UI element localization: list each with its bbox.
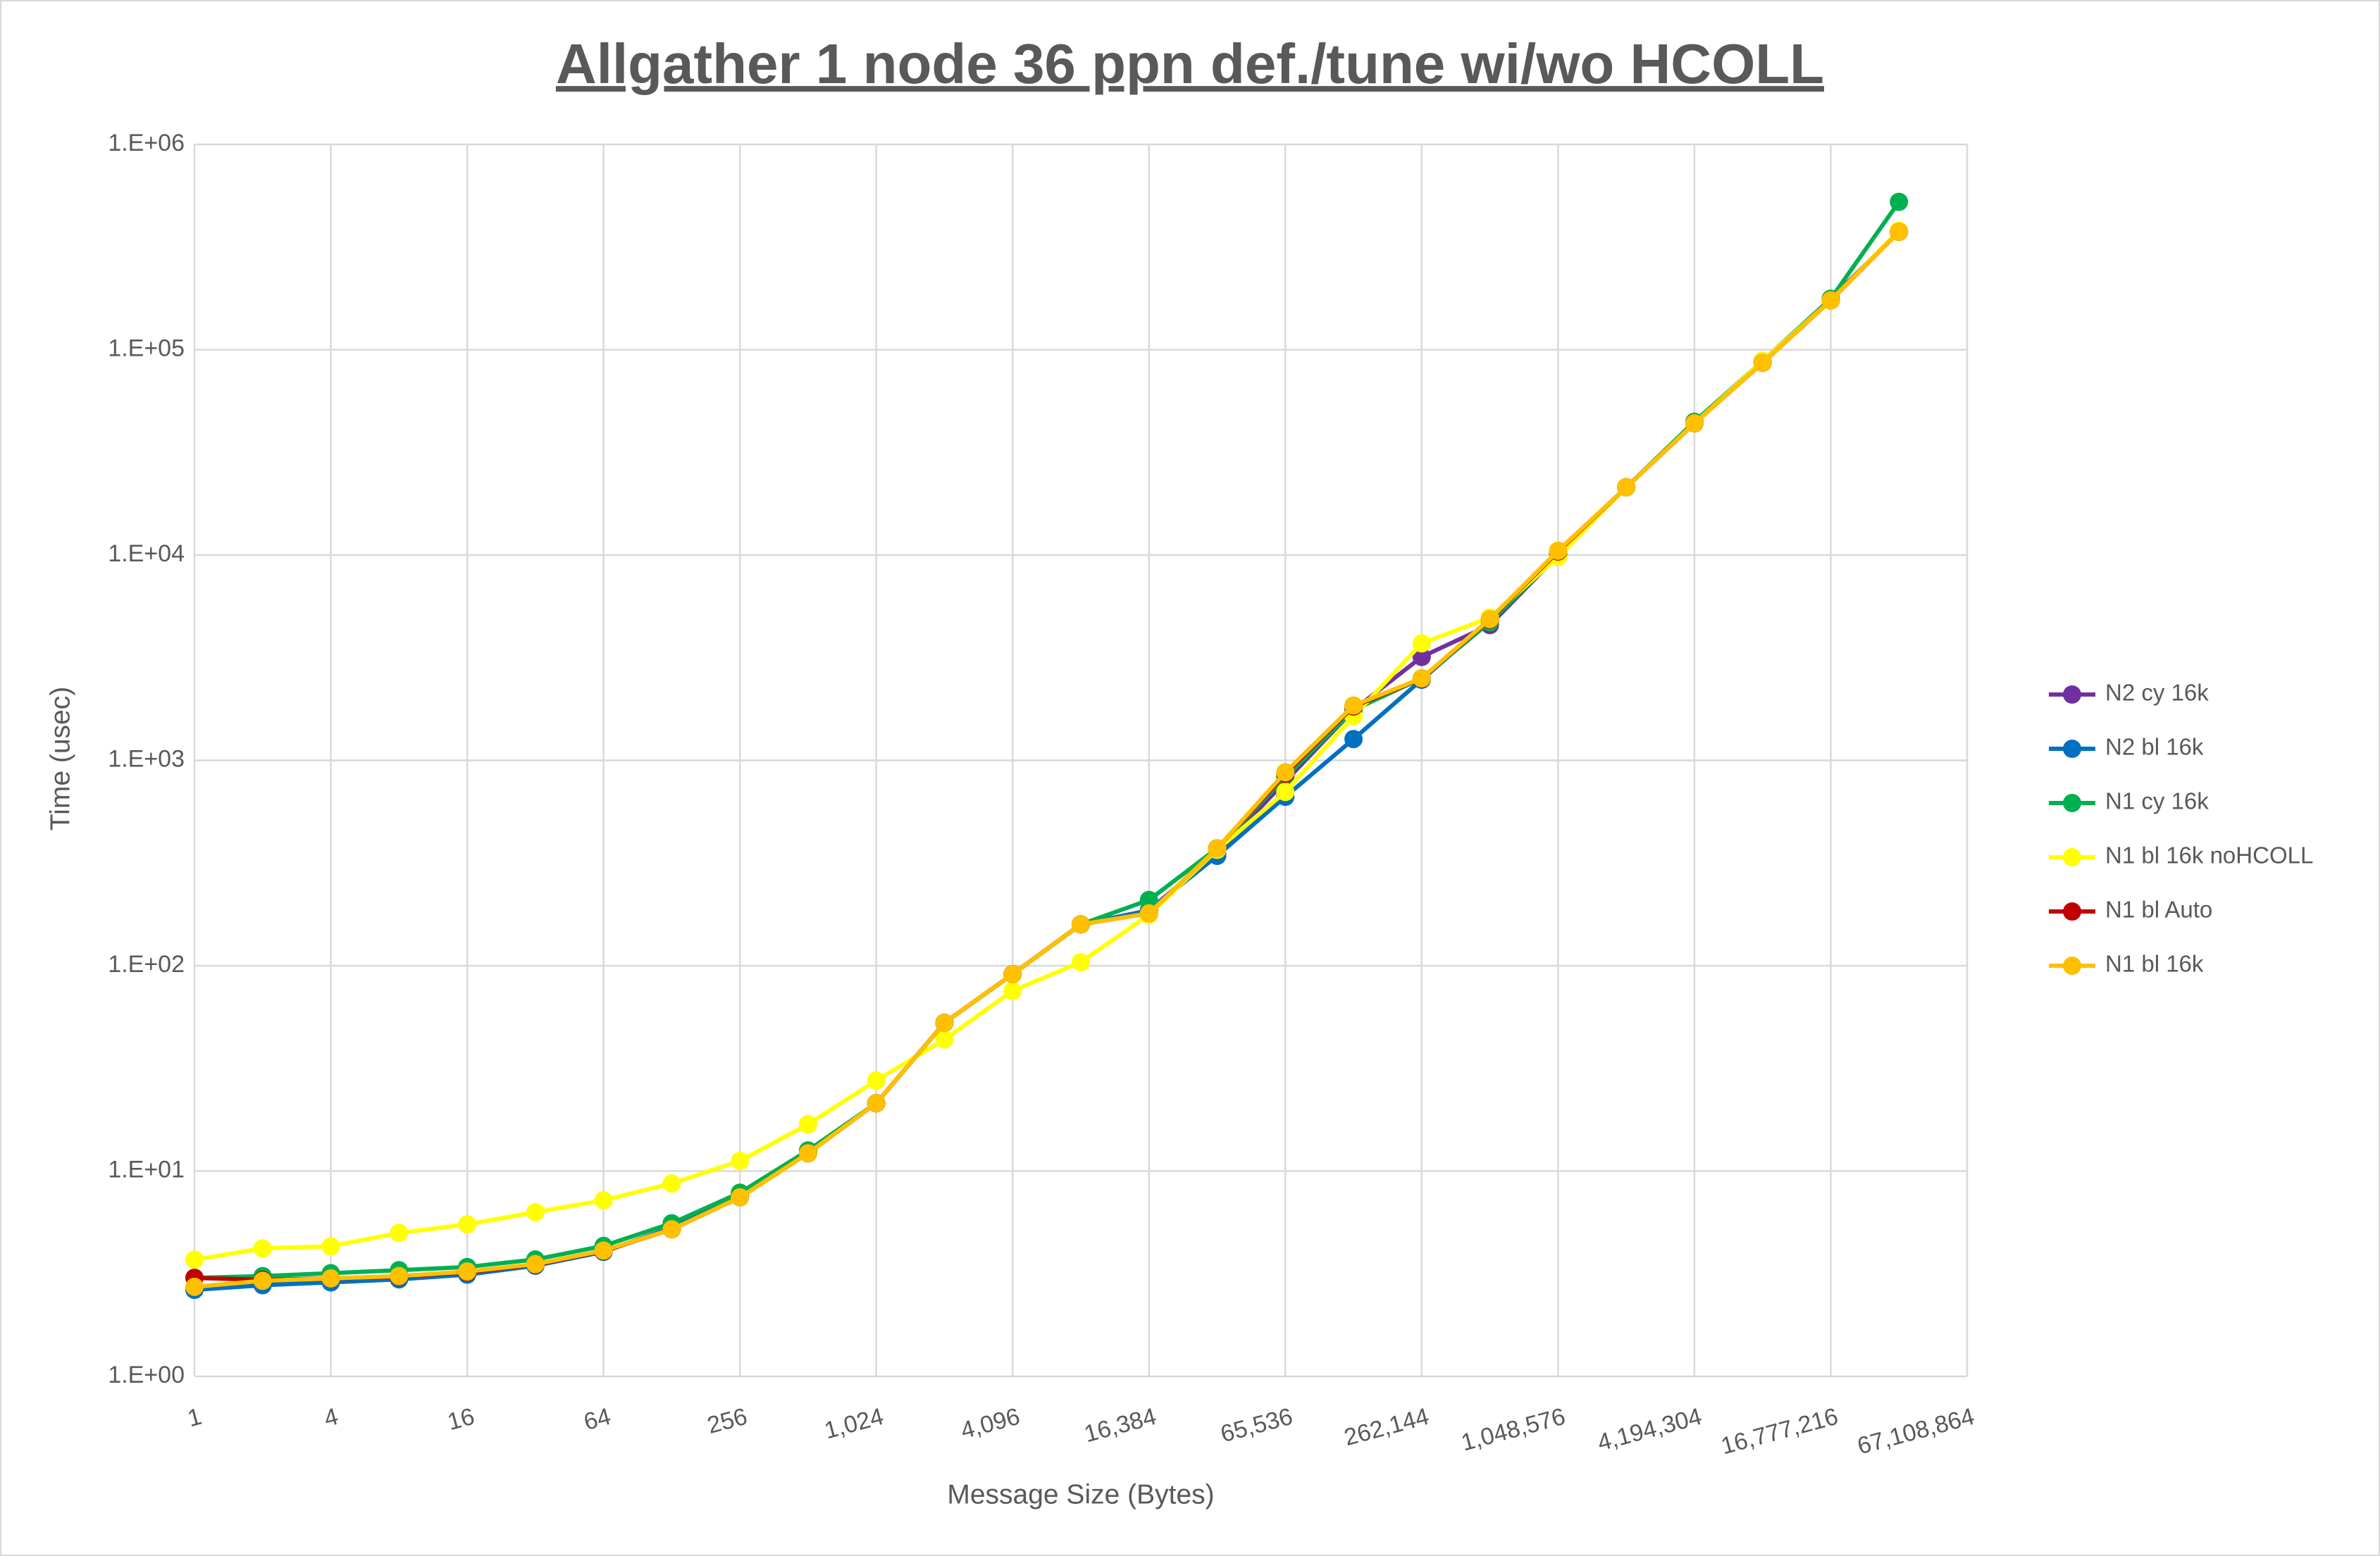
data-point — [935, 1030, 954, 1049]
data-point — [662, 1220, 681, 1239]
data-point — [390, 1224, 409, 1243]
grid — [193, 143, 1969, 1378]
data-point — [594, 1241, 613, 1260]
y-tick-label: 1.E+06 — [108, 130, 185, 156]
x-axis-title: Message Size (Bytes) — [947, 1479, 1214, 1510]
data-point — [1139, 904, 1158, 923]
legend-marker — [2063, 848, 2081, 866]
legend-marker — [2063, 957, 2081, 975]
chart-title: Allgather 1 node 36 ppn def./tune wi/wo … — [556, 32, 1824, 95]
data-point — [731, 1152, 750, 1171]
legend-item: N1 bl 16k noHCOLL — [2049, 842, 2313, 869]
data-point — [1003, 964, 1022, 983]
legend-marker — [2063, 740, 2081, 758]
data-point — [1549, 541, 1568, 560]
data-point — [935, 1014, 954, 1033]
data-point — [321, 1237, 340, 1256]
data-point — [867, 1071, 886, 1090]
data-point — [1890, 223, 1909, 242]
y-tick-label: 1.E+01 — [108, 1156, 185, 1183]
data-point — [1072, 915, 1090, 934]
data-point — [867, 1094, 886, 1113]
y-tick-label: 1.E+03 — [108, 745, 185, 772]
legend-marker — [2063, 685, 2081, 704]
legend-item: N1 bl 16k — [2049, 951, 2204, 977]
legend-label: N2 bl 16k — [2105, 734, 2204, 760]
data-point — [253, 1239, 272, 1258]
data-point — [1208, 839, 1227, 858]
data-point — [1003, 981, 1022, 1000]
data-point — [253, 1271, 272, 1290]
legend-item: N1 cy 16k — [2049, 788, 2209, 814]
series — [185, 223, 1909, 1296]
legend-item: N2 cy 16k — [2049, 680, 2209, 706]
legend-label: N1 bl Auto — [2105, 897, 2212, 923]
data-point — [798, 1115, 817, 1134]
y-tick-label: 1.E+00 — [108, 1362, 185, 1388]
data-point — [662, 1174, 681, 1193]
data-point — [1412, 634, 1431, 653]
data-point — [1276, 763, 1295, 782]
legend-item: N2 bl 16k — [2049, 734, 2204, 760]
legend-label: N1 bl 16k — [2105, 951, 2204, 977]
data-point — [1890, 192, 1909, 211]
data-point — [1753, 354, 1772, 373]
y-axis-title: Time (usec) — [45, 687, 75, 830]
data-point — [390, 1266, 409, 1286]
legend-label: N1 cy 16k — [2105, 788, 2209, 814]
data-point — [1480, 609, 1499, 628]
legend-marker — [2063, 794, 2081, 812]
data-point — [321, 1269, 340, 1288]
data-point — [1412, 647, 1431, 666]
data-point — [594, 1191, 613, 1210]
y-tick-label: 1.E+02 — [108, 951, 185, 978]
data-point — [458, 1215, 477, 1234]
y-tick-label: 1.E+05 — [108, 335, 185, 361]
series-line — [194, 230, 1901, 1289]
data-point — [526, 1255, 545, 1274]
data-point — [798, 1144, 817, 1163]
data-point — [185, 1250, 204, 1269]
legend-label: N1 bl 16k noHCOLL — [2105, 842, 2313, 869]
data-point — [1617, 478, 1636, 497]
legend-marker — [2063, 902, 2081, 921]
data-point — [1344, 696, 1363, 715]
legend-item: N1 bl Auto — [2049, 897, 2212, 923]
data-point — [458, 1262, 477, 1281]
data-point — [1139, 890, 1158, 909]
data-point — [1276, 783, 1295, 802]
data-point — [526, 1202, 545, 1221]
data-point — [1072, 953, 1090, 972]
y-tick-label: 1.E+04 — [108, 540, 185, 567]
data-point — [1821, 291, 1840, 310]
data-point — [1344, 730, 1363, 749]
legend-label: N2 cy 16k — [2105, 680, 2209, 706]
data-point — [1685, 414, 1704, 433]
data-point — [1412, 668, 1431, 687]
data-point — [731, 1188, 750, 1207]
data-point — [185, 1277, 204, 1296]
